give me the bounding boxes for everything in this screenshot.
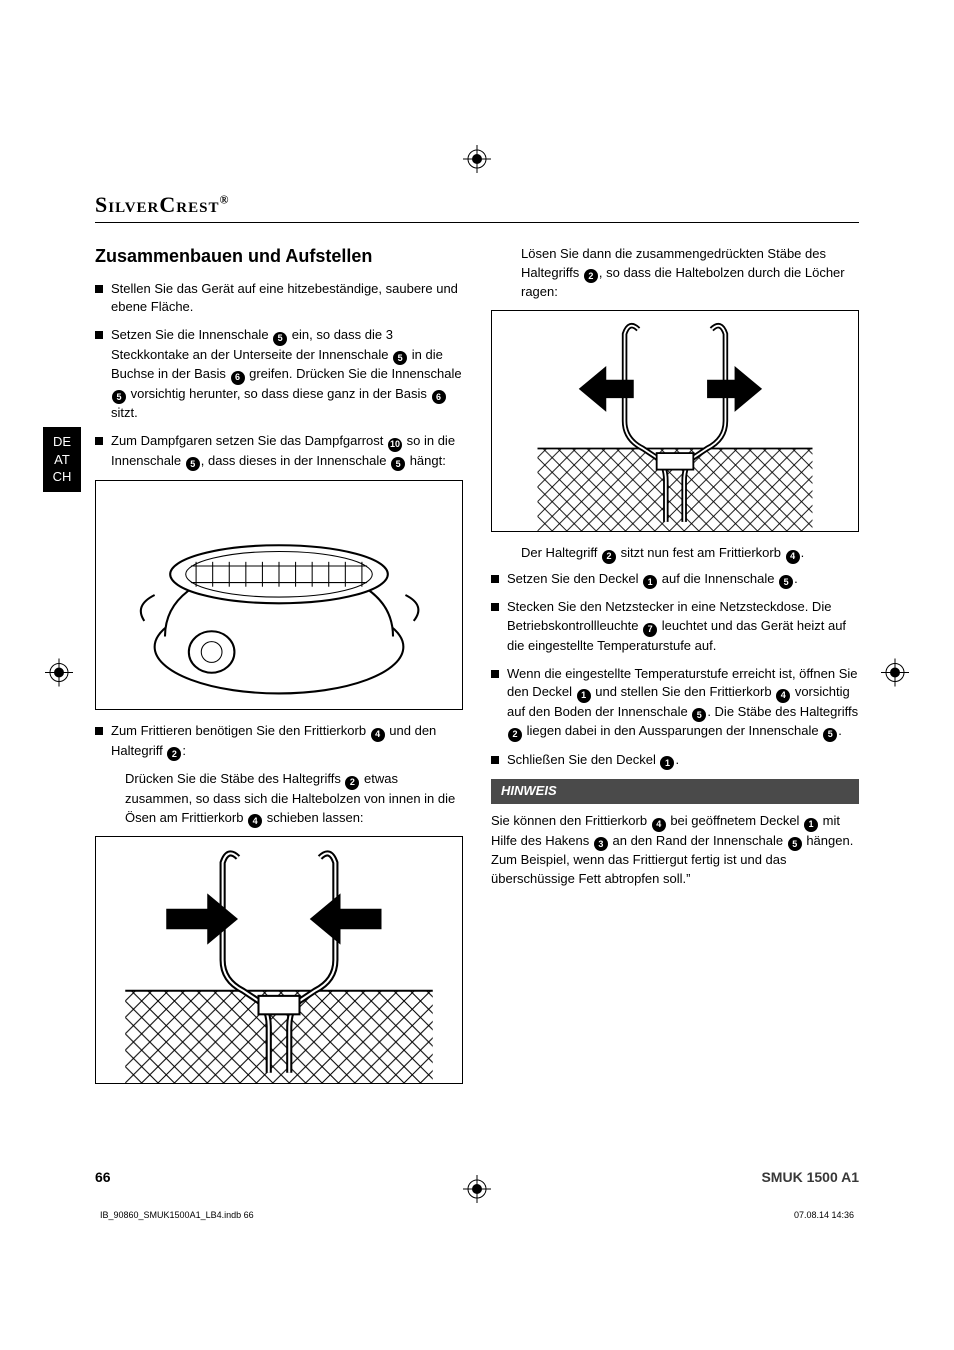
bullet-text: Wenn die eingestellte Temperaturstufe er… bbox=[507, 665, 859, 742]
right-body: Lösen Sie dann die zusammengedrückten St… bbox=[491, 245, 859, 770]
ref-icon-1: 1 bbox=[577, 689, 591, 703]
bullet-square-icon bbox=[95, 727, 103, 735]
ref-icon-10: 10 bbox=[388, 438, 402, 452]
model-name: SMUK 1500 A1 bbox=[761, 1169, 859, 1185]
bullet-item: Stellen Sie das Gerät auf eine hitzebest… bbox=[95, 280, 463, 318]
ref-icon-5: 5 bbox=[391, 457, 405, 471]
bullet-item: Setzen Sie den Deckel 1 auf die Innensch… bbox=[491, 570, 859, 590]
brand-text: SilverCrest bbox=[95, 192, 219, 217]
ref-icon-2: 2 bbox=[167, 747, 181, 761]
indb-footer: IB_90860_SMUK1500A1_LB4.indb 66 07.08.14… bbox=[100, 1210, 854, 1220]
ref-icon-4: 4 bbox=[652, 818, 666, 832]
lang-de: DE bbox=[43, 433, 81, 451]
bullet-text: Schließen Sie den Deckel 1. bbox=[507, 751, 859, 771]
bullet-text: Zum Dampfgaren setzen Sie das Dampfgarro… bbox=[111, 432, 463, 471]
ref-icon-2: 2 bbox=[584, 269, 598, 283]
bullet-item: Stecken Sie den Netzstecker in eine Netz… bbox=[491, 598, 859, 655]
indb-file: IB_90860_SMUK1500A1_LB4.indb 66 bbox=[100, 1210, 254, 1220]
bullet-square-icon bbox=[491, 670, 499, 678]
ref-icon-3: 3 bbox=[594, 837, 608, 851]
ref-icon-5: 5 bbox=[692, 708, 706, 722]
ref-icon-2: 2 bbox=[602, 550, 616, 564]
left-column: Zusammenbauen und Aufstellen Stellen Sie… bbox=[95, 245, 463, 1096]
ref-icon-4: 4 bbox=[371, 728, 385, 742]
indented-text: Der Haltegriff 2 sitzt nun fest am Fritt… bbox=[521, 544, 859, 564]
bullet-square-icon bbox=[491, 575, 499, 583]
ref-icon-1: 1 bbox=[804, 818, 818, 832]
brand-logo: SilverCrest® bbox=[95, 192, 859, 218]
figure-handle1 bbox=[95, 836, 463, 1084]
page-footer: 66 SMUK 1500 A1 bbox=[95, 1169, 859, 1185]
registration-mark-right bbox=[881, 659, 909, 692]
indented-text: Lösen Sie dann die zusammengedrückten St… bbox=[521, 245, 859, 302]
ref-icon-5: 5 bbox=[112, 390, 126, 404]
lang-ch: CH bbox=[43, 468, 81, 486]
notice-bar: HINWEIS bbox=[491, 779, 859, 804]
bullet-square-icon bbox=[95, 437, 103, 445]
notice-tail: Zum Beispiel, wenn das Frittiergut ferti… bbox=[491, 852, 787, 886]
bullet-text: Zum Frittieren benötigen Sie den Frittie… bbox=[111, 722, 463, 761]
bullet-item: Schließen Sie den Deckel 1. bbox=[491, 751, 859, 771]
ref-icon-4: 4 bbox=[786, 550, 800, 564]
ref-icon-5: 5 bbox=[393, 351, 407, 365]
brand-mark: ® bbox=[219, 193, 229, 207]
bullet-square-icon bbox=[95, 331, 103, 339]
bullet-item: Wenn die eingestellte Temperaturstufe er… bbox=[491, 665, 859, 742]
registration-mark-top bbox=[463, 145, 491, 178]
bullet-item: Setzen Sie die Innenschale 5 ein, so das… bbox=[95, 326, 463, 423]
page: SilverCrest® DE AT CH Zusammenbauen und … bbox=[95, 192, 859, 1185]
ref-icon-7: 7 bbox=[643, 623, 657, 637]
page-number: 66 bbox=[95, 1169, 111, 1185]
ref-icon-6: 6 bbox=[432, 390, 446, 404]
header-rule bbox=[95, 222, 859, 223]
bullet-text: Setzen Sie den Deckel 1 auf die Innensch… bbox=[507, 570, 859, 590]
figure-handle2 bbox=[491, 310, 859, 532]
language-tab: DE AT CH bbox=[43, 427, 81, 492]
figure-cooker bbox=[95, 480, 463, 710]
bullet-square-icon bbox=[491, 756, 499, 764]
ref-icon-5: 5 bbox=[186, 457, 200, 471]
bullet-square-icon bbox=[491, 603, 499, 611]
bullet-text: Stellen Sie das Gerät auf eine hitzebest… bbox=[111, 280, 463, 318]
ref-icon-5: 5 bbox=[779, 575, 793, 589]
section-heading: Zusammenbauen und Aufstellen bbox=[95, 245, 463, 268]
indented-text: Drücken Sie die Stäbe des Haltegriffs 2 … bbox=[125, 770, 463, 828]
ref-icon-2: 2 bbox=[345, 776, 359, 790]
indb-stamp: 07.08.14 14:36 bbox=[794, 1210, 854, 1220]
content-columns: Zusammenbauen und Aufstellen Stellen Sie… bbox=[95, 245, 859, 1096]
registration-mark-left bbox=[45, 659, 73, 692]
bullet-text: Setzen Sie die Innenschale 5 ein, so das… bbox=[111, 326, 463, 423]
ref-icon-5: 5 bbox=[273, 332, 287, 346]
ref-icon-2: 2 bbox=[508, 728, 522, 742]
ref-icon-1: 1 bbox=[660, 756, 674, 770]
ref-icon-4: 4 bbox=[776, 689, 790, 703]
notice-text: Sie können den Frittierkorb 4 bei geöffn… bbox=[491, 813, 853, 848]
ref-icon-1: 1 bbox=[643, 575, 657, 589]
lang-at: AT bbox=[43, 451, 81, 469]
ref-icon-5: 5 bbox=[823, 728, 837, 742]
bullet-text: Stecken Sie den Netzstecker in eine Netz… bbox=[507, 598, 859, 655]
bullet-item: Zum Dampfgaren setzen Sie das Dampfgarro… bbox=[95, 432, 463, 471]
bullet-item: Zum Frittieren benötigen Sie den Frittie… bbox=[95, 722, 463, 761]
ref-icon-5: 5 bbox=[788, 837, 802, 851]
left-body: Stellen Sie das Gerät auf eine hitzebest… bbox=[95, 280, 463, 1085]
notice-body: Sie können den Frittierkorb 4 bei geöffn… bbox=[491, 812, 859, 889]
ref-icon-4: 4 bbox=[248, 814, 262, 828]
bullet-square-icon bbox=[95, 285, 103, 293]
ref-icon-6: 6 bbox=[231, 371, 245, 385]
right-column: Lösen Sie dann die zusammengedrückten St… bbox=[491, 245, 859, 1096]
